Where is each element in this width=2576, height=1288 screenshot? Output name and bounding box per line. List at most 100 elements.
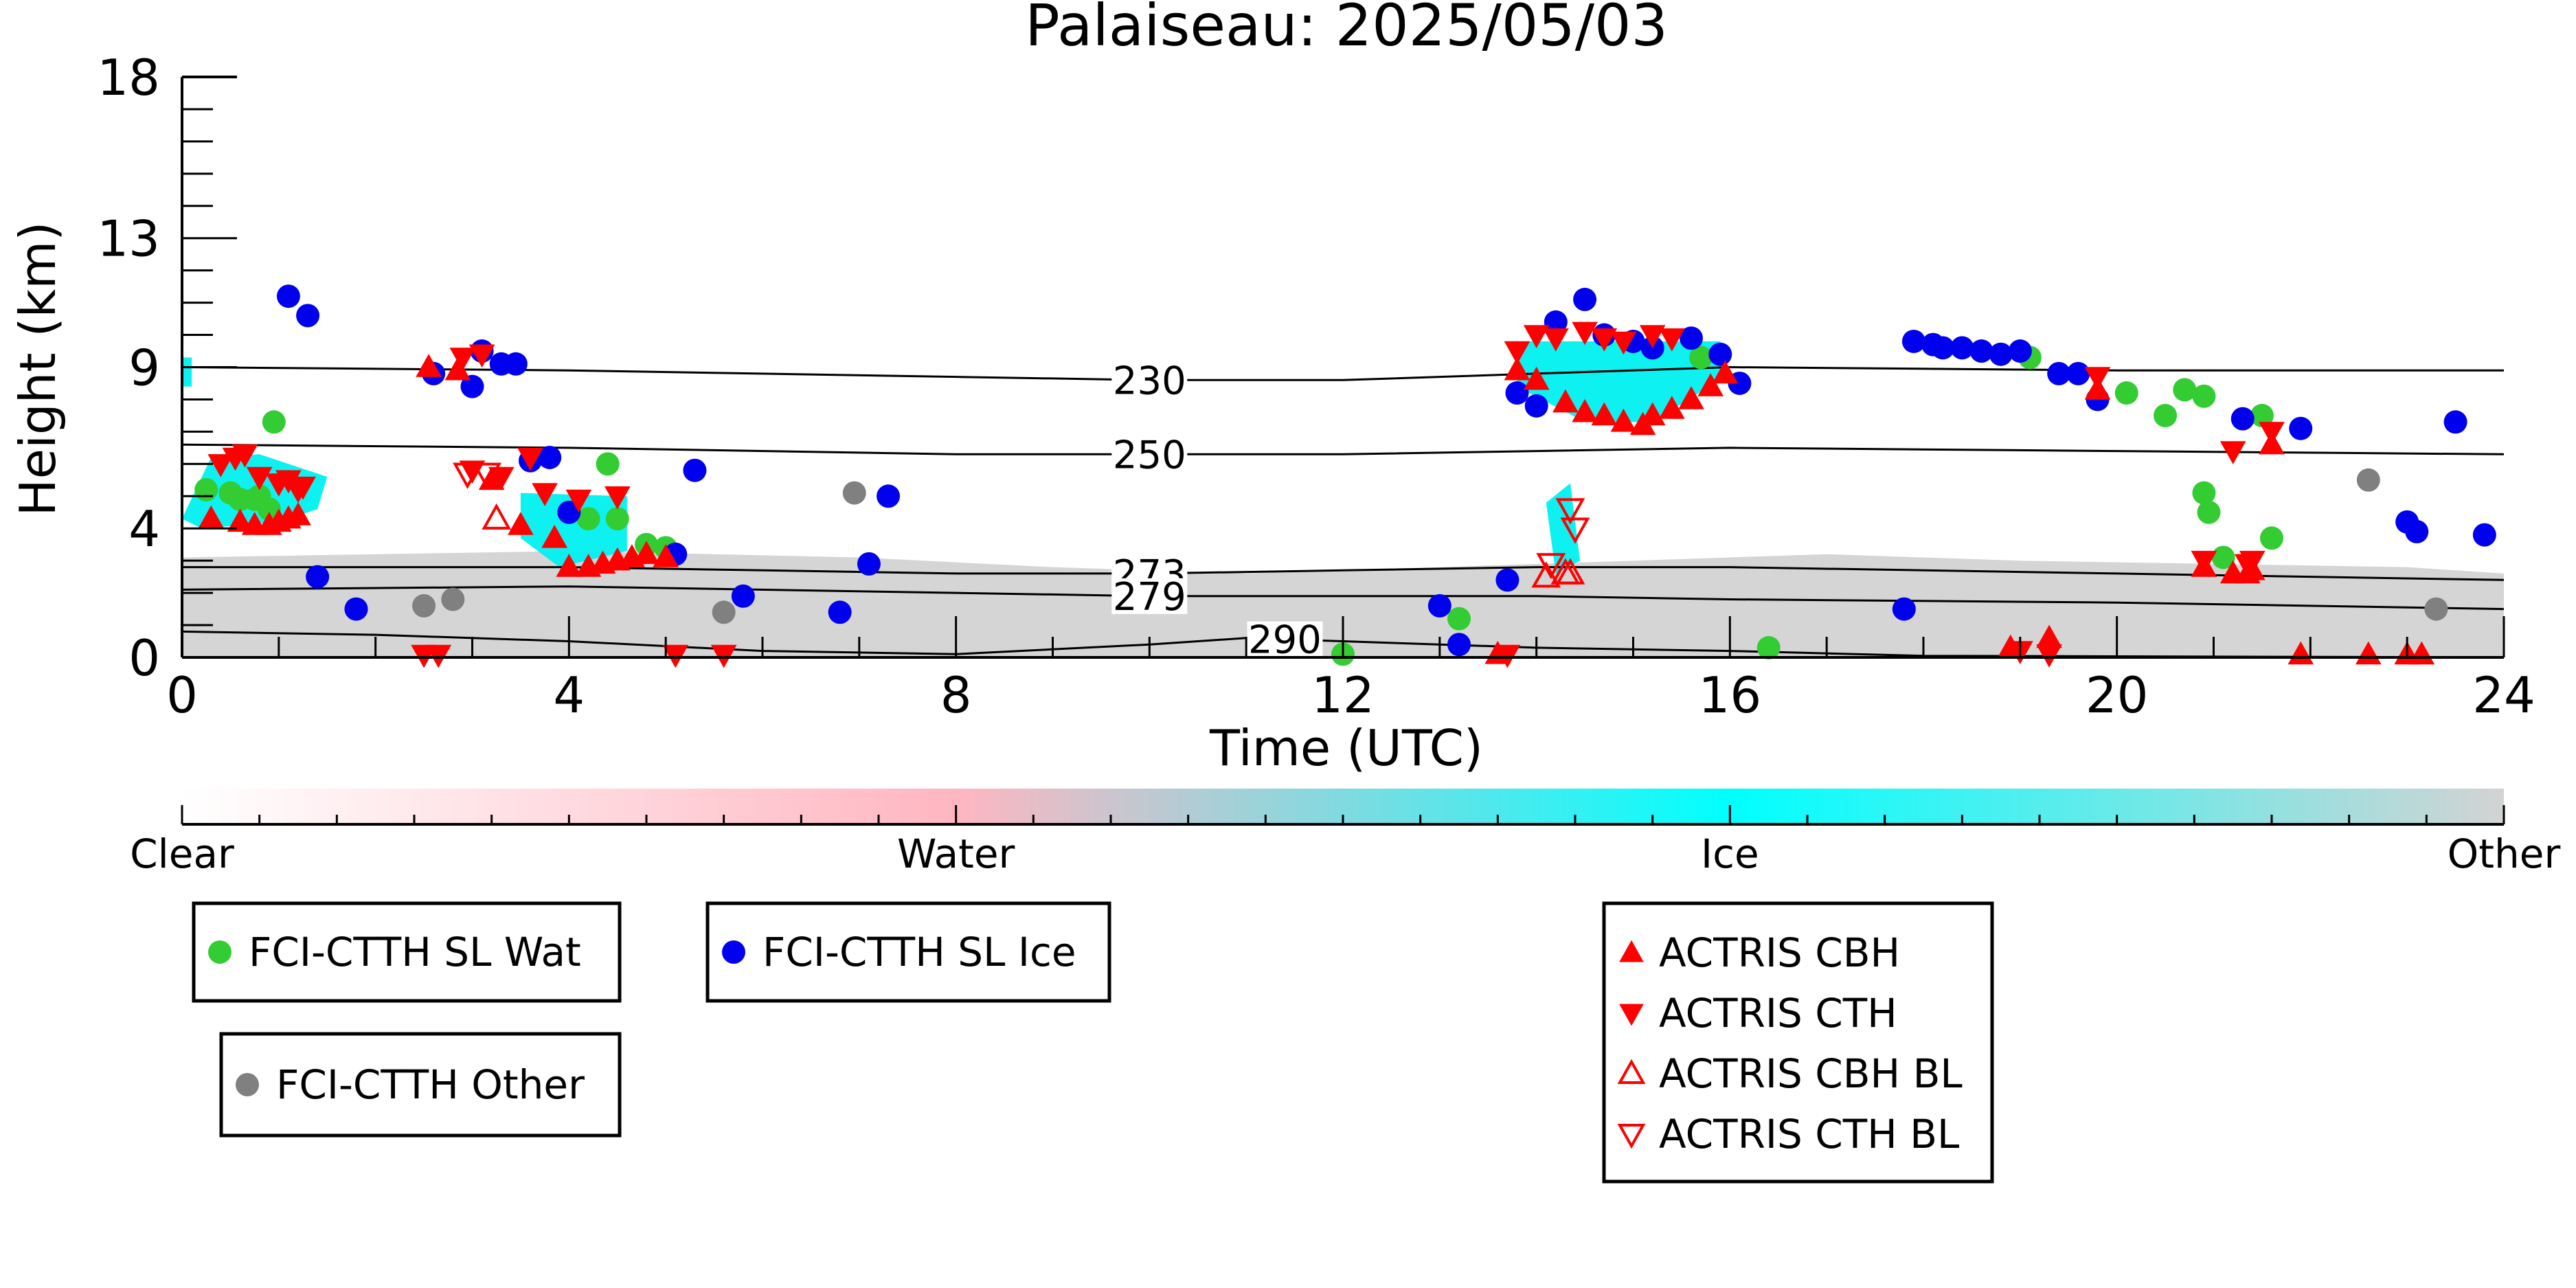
colorbar-label-clear: Clear [130,831,234,877]
x-tick-label: 20 [2086,666,2149,724]
data-point [1552,389,1579,413]
legend-box-3: ACTRIS CBH ACTRIS CTH ACTRIS CBH BL ACTRIS … [1602,901,1994,1184]
data-point [541,524,568,548]
data-point [482,503,512,530]
isotherm-273 [182,566,2505,581]
data-point [1544,310,1568,334]
data-point [2356,468,2380,492]
data-point [262,410,286,434]
data-point [604,486,631,510]
data-point [633,541,659,564]
data-point [1712,360,1739,384]
data-point [1573,287,1597,311]
data-point [857,552,881,576]
data-point [1680,326,1703,350]
legend: FCI-CTTH SL Wat FCI-CTTH SL Ice FCI-CTTH O… [192,901,1994,1184]
data-point [2047,361,2071,385]
data-point [1572,321,1598,346]
y-tick-label: 0 [128,629,160,687]
data-point [1555,498,1585,525]
data-point [296,304,320,328]
isotherm-label-bg [1111,362,1188,398]
data-point [2066,361,2090,385]
data-point [576,507,600,531]
y-axis-label: Height (km) [9,222,67,517]
series-actris-cth [207,321,2285,668]
data-point [257,497,281,521]
data-point [1610,408,1637,432]
data-point [1931,336,1955,360]
legend-label: FCI-CTTH SL Wat [249,929,581,975]
isotherm-279 [181,585,2505,611]
colorbar: Clear Water Ice Other [130,789,2560,877]
data-point [2250,403,2274,427]
data-point [1678,386,1704,409]
data-point [828,600,852,624]
legend-label: ACTRIS CTH BL [1659,1111,1959,1157]
x-tick-label: 0 [166,666,198,724]
data-point [344,597,368,621]
data-point [441,587,465,611]
data-point [2197,500,2221,524]
data-point [1523,366,1550,390]
data-point [504,352,528,376]
data-point [1708,342,1732,366]
data-point [1969,339,1993,363]
y-tick-label: 13 [97,210,160,268]
data-point [1610,331,1637,355]
data-point [460,374,484,398]
data-point [731,584,755,608]
data-point [1560,517,1590,544]
isotherm-label-230: 230 [1113,359,1186,403]
data-point [1689,346,1713,370]
data-point [1504,357,1530,381]
data-point [2191,550,2217,574]
data-point [1523,325,1550,348]
data-point [468,344,495,368]
data-point [1572,398,1598,422]
data-point [1892,597,1916,621]
legend-label: FCI-CTTH Other [276,1061,585,1108]
colorbar-label-ice: Ice [1701,831,1759,877]
data-point [1697,373,1724,396]
data-point [1447,633,1471,657]
legend-box-0: FCI-CTTH SL Wat [192,901,622,1003]
chart-title: Palaiseau: 2025/05/03 [1025,0,1668,59]
series-actris-cth-bl [453,462,1590,580]
data-point [227,508,253,532]
data-point [194,477,218,501]
data-point [2192,481,2216,505]
legend-frame [705,901,1111,1003]
data-point [2173,378,2197,402]
data-point [532,483,558,506]
data-point [2219,441,2246,464]
data-point [1536,553,1566,580]
x-tick-label: 8 [940,666,972,724]
legend-box-1: FCI-CTTH SL Ice [705,901,1111,1003]
isotherm-label-250: 250 [1113,433,1186,477]
x-tick-label: 24 [2472,666,2535,724]
data-point [1591,402,1618,426]
data-point [1950,336,1974,360]
data-point [1504,341,1530,365]
data-point [1901,329,1925,353]
data-point [1542,328,1569,352]
data-point [2424,597,2448,621]
isotherm-label-bg [1111,436,1188,473]
legend-marker [1617,1059,1646,1084]
isotherm-250 [181,443,2505,455]
data-point [1658,396,1685,419]
legend-label: ACTRIS CBH [1659,929,1900,976]
isotherm-label-290: 290 [1248,618,1322,663]
data-point [1639,325,1666,348]
data-point [1756,635,1781,659]
ice-region-1 [520,493,627,567]
legend-frame [192,901,622,1003]
data-point [508,512,534,535]
data-point [444,357,471,381]
data-point [276,284,300,308]
data-point [2084,367,2111,390]
data-point [596,452,620,476]
isotherm-230 [181,365,2504,381]
x-tick-label: 12 [1311,666,1375,724]
